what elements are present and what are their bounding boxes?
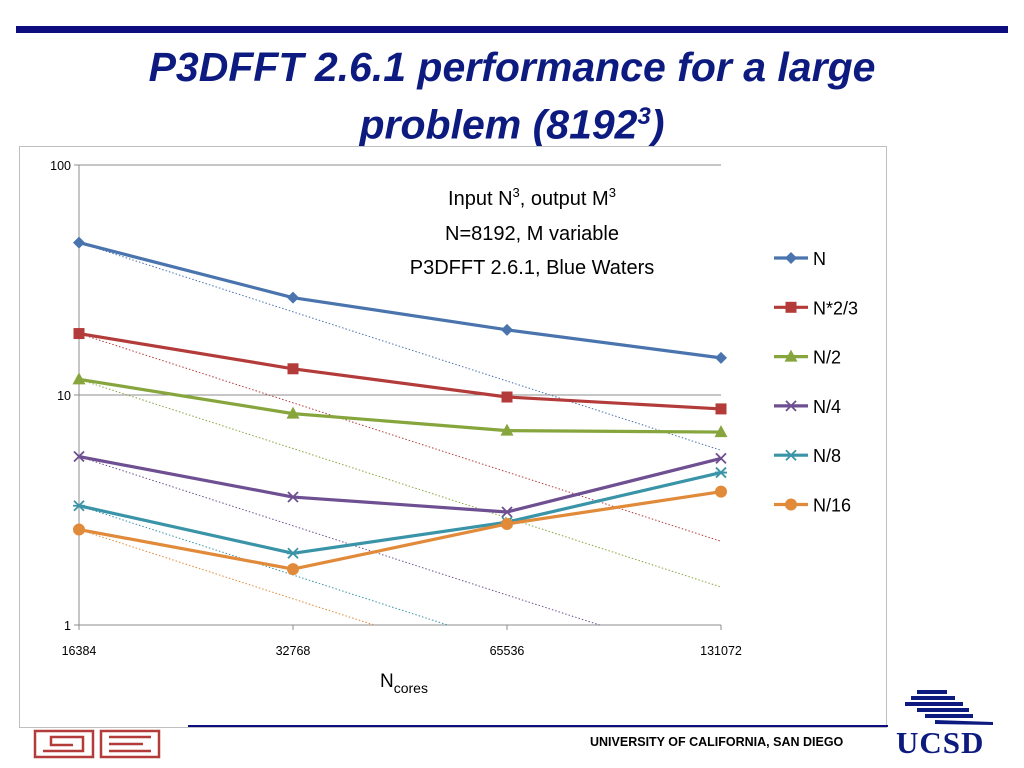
chart-tick-labels: 1 10 100 16384 32768 65536 131072: [50, 159, 742, 658]
annotation-line-2: N=8192, M variable: [445, 223, 619, 245]
left-logo-icon: [33, 729, 161, 759]
data-point: [714, 425, 728, 438]
title-superscript: 3: [637, 103, 651, 130]
data-point: [715, 351, 727, 364]
chart-annotation: Input N3, output M3 N=8192, M variable P…: [410, 185, 655, 279]
chart-legend: N N*2/3 N/2 N/4 N/8 N/16: [774, 249, 858, 516]
x-tick-label: 65536: [490, 644, 525, 658]
annotation-line-1: Input N3, output M3: [448, 185, 616, 210]
data-point: [287, 291, 299, 304]
data-point: [500, 423, 514, 436]
legend-label: N/16: [813, 496, 851, 516]
ideal-scaling-trendline: [78, 333, 722, 542]
data-point: [785, 449, 797, 461]
x-axis-label: Ncores: [380, 671, 428, 696]
legend-item: N/16: [774, 496, 851, 516]
title-line-2: problem (81923): [0, 92, 1024, 150]
ideal-scaling-trendline: [78, 529, 375, 626]
ideal-scaling-trendline: [78, 378, 722, 588]
legend-label: N/2: [813, 348, 841, 368]
series-n-2: [72, 372, 728, 438]
title-line-1: P3DFFT 2.6.1 performance for a large: [148, 44, 876, 90]
slide-title: P3DFFT 2.6.1 performance for a large pro…: [0, 42, 1024, 150]
x-axis-label-main: N: [380, 671, 394, 692]
legend-label: N/8: [813, 446, 841, 466]
data-point: [501, 323, 513, 336]
series-line: [78, 377, 722, 434]
data-point: [287, 563, 299, 576]
data-point: [501, 517, 513, 530]
series-line: [78, 331, 722, 411]
y-tick-label: 10: [57, 389, 71, 403]
title-line-2-suffix: ): [650, 101, 665, 148]
data-point: [501, 391, 513, 403]
x-tick-label: 16384: [62, 644, 97, 658]
chart-grid: [79, 164, 721, 396]
series-line: [78, 454, 722, 514]
series-line: [78, 490, 722, 571]
annotation-sup-2: 3: [609, 185, 616, 200]
chart-axes: [74, 164, 722, 630]
top-rule: [16, 26, 1008, 33]
annotation-line-1-prefix: Input N: [448, 188, 512, 210]
legend-label: N/4: [813, 397, 841, 417]
chart-frame: 1 10 100 16384 32768 65536 131072 Ncores Input…: [19, 146, 887, 728]
data-point: [715, 452, 727, 465]
x-tick-label: 131072: [700, 644, 742, 658]
ideal-scaling-trendline: [78, 456, 600, 626]
chart-trendlines: [78, 242, 722, 626]
series-n-2-3: [73, 328, 727, 415]
legend-item: N/2: [774, 348, 841, 368]
y-tick-label: 1: [64, 619, 71, 633]
y-tick-label: 100: [50, 159, 71, 173]
series-line: [78, 241, 722, 360]
series-n-4: [73, 450, 727, 518]
footer-rule: [188, 725, 888, 727]
x-axis-label-sub: cores: [394, 680, 428, 696]
legend-item: N/4: [774, 397, 841, 417]
data-point: [73, 450, 85, 463]
ideal-scaling-trendline: [78, 242, 722, 451]
data-point: [715, 403, 727, 415]
data-point: [785, 498, 797, 511]
annotation-sup-1: 3: [513, 185, 520, 200]
x-tick-label: 32768: [276, 644, 311, 658]
legend-label: N: [813, 249, 826, 269]
data-point: [287, 547, 299, 559]
ucsd-logo-text: UCSD: [896, 725, 985, 760]
series-n: [73, 236, 727, 364]
data-point: [73, 236, 85, 249]
chart: 1 10 100 16384 32768 65536 131072 Ncores Input…: [50, 159, 858, 696]
data-point: [286, 406, 300, 419]
data-point: [715, 466, 727, 479]
legend-item: N: [774, 249, 826, 269]
data-point: [72, 372, 86, 385]
data-point: [785, 301, 797, 313]
annotation-line-1-mid: , output M: [520, 188, 609, 210]
ideal-scaling-trendline: [78, 505, 448, 626]
data-point: [784, 349, 798, 362]
data-point: [73, 328, 85, 340]
data-point: [715, 485, 727, 498]
data-point: [287, 363, 299, 375]
ucsd-seal-icon: [905, 690, 993, 725]
chart-series: [72, 236, 728, 576]
series-line: [78, 471, 722, 555]
legend-item: N/8: [774, 446, 841, 466]
data-point: [73, 523, 85, 536]
data-point: [501, 506, 513, 518]
footer-university-name: UNIVERSITY OF CALIFORNIA, SAN DIEGO: [590, 735, 844, 749]
data-point: [287, 491, 299, 503]
data-point: [785, 252, 797, 264]
series-n-16: [73, 485, 727, 576]
data-point: [785, 400, 797, 412]
legend-label: N*2/3: [813, 298, 858, 318]
data-point: [73, 500, 85, 512]
legend-item: N*2/3: [774, 298, 858, 318]
title-line-2-prefix: problem (8192: [359, 101, 638, 148]
annotation-line-3: P3DFFT 2.6.1, Blue Waters: [410, 257, 655, 279]
